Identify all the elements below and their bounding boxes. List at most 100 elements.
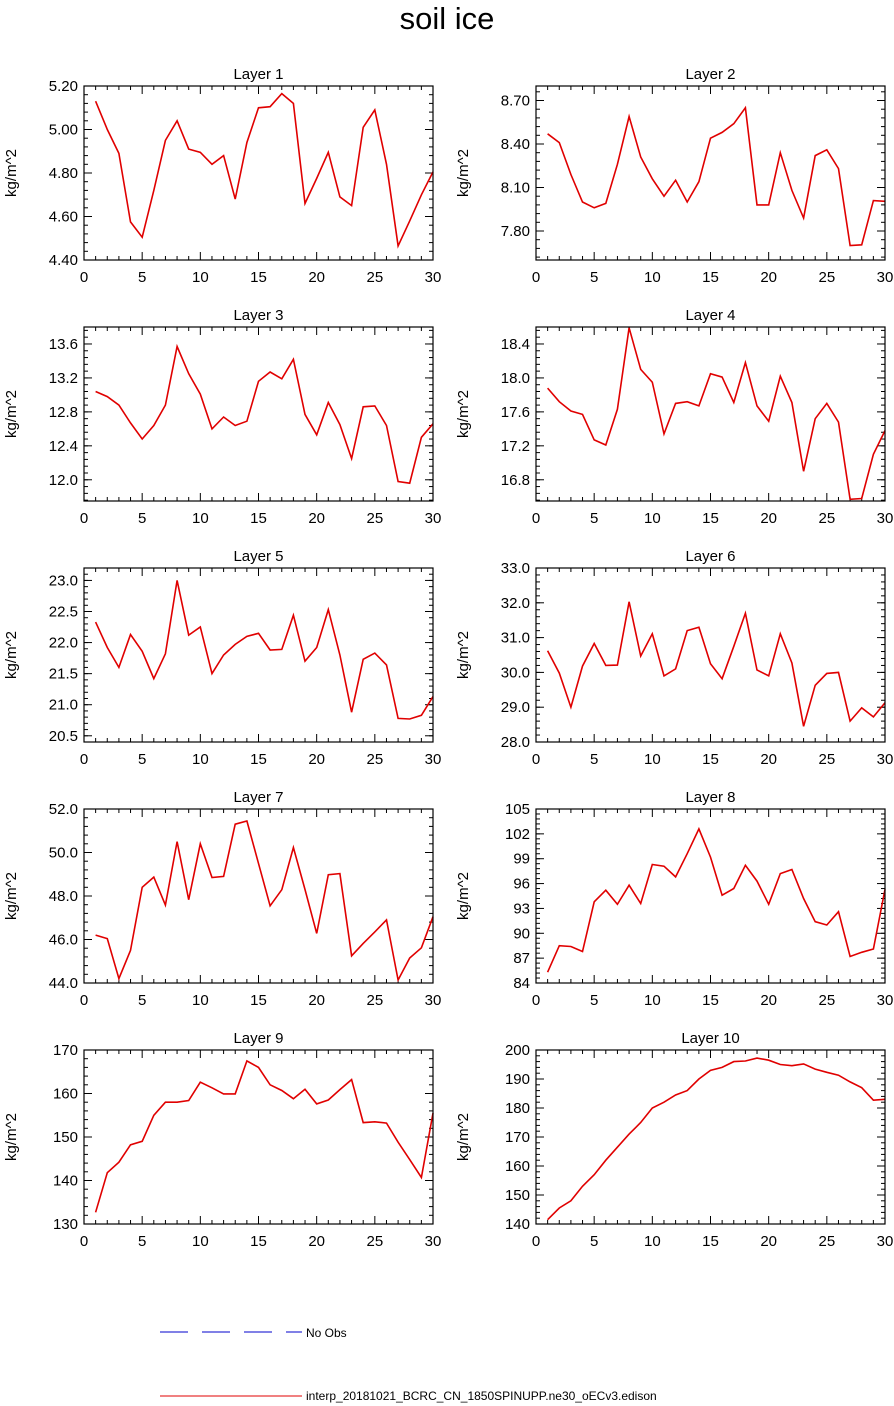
panel-title: Layer 8 bbox=[685, 789, 735, 806]
x-tick-label: 20 bbox=[760, 1233, 777, 1250]
y-axis-label: kg/m^2 bbox=[455, 390, 472, 438]
y-tick-label: 5.00 bbox=[49, 122, 78, 139]
y-tick-label: 7.80 bbox=[501, 223, 530, 240]
y-tick-label: 30.0 bbox=[501, 664, 530, 681]
y-tick-label: 170 bbox=[53, 1042, 78, 1059]
y-tick-label: 8.10 bbox=[501, 180, 530, 197]
x-tick-label: 5 bbox=[590, 751, 598, 768]
x-tick-label: 0 bbox=[80, 510, 88, 527]
x-tick-label: 20 bbox=[308, 751, 325, 768]
y-tick-label: 8.40 bbox=[501, 136, 530, 153]
y-tick-label: 48.0 bbox=[49, 888, 78, 905]
y-tick-label: 150 bbox=[505, 1187, 530, 1204]
x-tick-label: 15 bbox=[250, 1233, 267, 1250]
series-line bbox=[546, 327, 886, 501]
y-tick-label: 180 bbox=[505, 1100, 530, 1117]
panel-title: Layer 7 bbox=[233, 789, 283, 806]
x-tick-label: 25 bbox=[366, 992, 383, 1009]
legend: No Obs interp_20181021_BCRC_CN_1850SPINU… bbox=[160, 1326, 657, 1403]
series-line bbox=[95, 820, 434, 983]
x-tick-label: 0 bbox=[532, 510, 540, 527]
x-tick-label: 30 bbox=[877, 269, 894, 286]
y-axis-label: kg/m^2 bbox=[455, 149, 472, 197]
y-tick-label: 5.20 bbox=[49, 78, 78, 95]
x-tick-label: 15 bbox=[702, 510, 719, 527]
x-tick-label: 25 bbox=[366, 510, 383, 527]
y-axis-label: kg/m^2 bbox=[455, 872, 472, 920]
series-line bbox=[547, 105, 886, 247]
x-tick-label: 0 bbox=[80, 269, 88, 286]
y-tick-label: 12.8 bbox=[49, 404, 78, 421]
panel-layer-6: Layer 6 kg/m^2 0 5 10 15 20 25 30 28.0 29.0 30.0 31.… bbox=[455, 548, 893, 768]
x-tick-label: 5 bbox=[138, 1233, 146, 1250]
x-tick-label: 5 bbox=[590, 1233, 598, 1250]
y-tick-label: 16.8 bbox=[501, 472, 530, 489]
x-tick-label: 5 bbox=[590, 992, 598, 1009]
x-tick-label: 0 bbox=[532, 269, 540, 286]
x-tick-label: 15 bbox=[702, 751, 719, 768]
x-tick-label: 20 bbox=[760, 510, 777, 527]
x-tick-label: 30 bbox=[425, 269, 442, 286]
x-tick-label: 10 bbox=[192, 992, 209, 1009]
y-tick-label: 87 bbox=[513, 950, 530, 967]
plot-frame bbox=[535, 808, 886, 984]
panel-title: Layer 6 bbox=[685, 548, 735, 565]
y-tick-label: 190 bbox=[505, 1071, 530, 1088]
x-tick-label: 25 bbox=[366, 1233, 383, 1250]
panel-title: Layer 5 bbox=[233, 548, 283, 565]
series-line bbox=[94, 580, 434, 720]
legend-model-label: interp_20181021_BCRC_CN_1850SPINUPP.ne30… bbox=[306, 1389, 657, 1403]
x-tick-label: 25 bbox=[818, 751, 835, 768]
x-tick-label: 15 bbox=[250, 510, 267, 527]
y-tick-label: 105 bbox=[505, 801, 530, 818]
y-tick-label: 8.70 bbox=[501, 93, 530, 110]
y-tick-label: 17.2 bbox=[501, 438, 530, 455]
x-tick-label: 10 bbox=[192, 1233, 209, 1250]
y-tick-label: 13.2 bbox=[49, 370, 78, 387]
y-axis-label: kg/m^2 bbox=[455, 631, 472, 679]
x-tick-label: 15 bbox=[250, 751, 267, 768]
y-tick-label: 22.0 bbox=[49, 635, 78, 652]
y-tick-label: 4.60 bbox=[49, 209, 78, 226]
y-axis-label: kg/m^2 bbox=[3, 1113, 20, 1161]
y-tick-label: 52.0 bbox=[49, 801, 78, 818]
x-tick-label: 0 bbox=[532, 1233, 540, 1250]
y-tick-label: 96 bbox=[513, 876, 530, 893]
y-tick-label: 29.0 bbox=[501, 699, 530, 716]
panel-layer-8: Layer 8 kg/m^2 0 5 10 15 20 25 30 84 87 90 93 96 99 102… bbox=[455, 789, 893, 1009]
panel-title: Layer 2 bbox=[685, 66, 735, 83]
x-tick-label: 5 bbox=[590, 510, 598, 527]
panel-layer-5: Layer 5 kg/m^2 0 5 10 15 20 25 30 20.5 21.0 21.5 22.… bbox=[3, 548, 441, 768]
x-tick-label: 5 bbox=[590, 269, 598, 286]
y-tick-label: 31.0 bbox=[501, 630, 530, 647]
x-tick-label: 25 bbox=[366, 269, 383, 286]
x-tick-label: 20 bbox=[760, 269, 777, 286]
y-tick-label: 12.4 bbox=[49, 438, 78, 455]
x-tick-label: 20 bbox=[308, 510, 325, 527]
x-tick-label: 20 bbox=[760, 751, 777, 768]
y-tick-label: 130 bbox=[53, 1216, 78, 1233]
series-line bbox=[95, 343, 434, 485]
x-tick-label: 0 bbox=[532, 751, 540, 768]
panel-title: Layer 10 bbox=[681, 1030, 739, 1047]
x-tick-label: 20 bbox=[308, 269, 325, 286]
x-tick-label: 15 bbox=[702, 992, 719, 1009]
x-tick-label: 0 bbox=[80, 1233, 88, 1250]
x-tick-label: 10 bbox=[644, 992, 661, 1009]
y-axis-label: kg/m^2 bbox=[3, 390, 20, 438]
series-line bbox=[546, 601, 886, 727]
x-tick-label: 30 bbox=[425, 751, 442, 768]
y-tick-label: 4.40 bbox=[49, 252, 78, 269]
y-axis-label: kg/m^2 bbox=[455, 1113, 472, 1161]
x-tick-label: 30 bbox=[877, 510, 894, 527]
x-tick-label: 25 bbox=[818, 1233, 835, 1250]
y-tick-label: 150 bbox=[53, 1129, 78, 1146]
x-tick-label: 10 bbox=[192, 751, 209, 768]
y-tick-label: 33.0 bbox=[501, 560, 530, 577]
panels: Layer 1 kg/m^2 0 5 10 15 20 25 30 4.40 4.60 4.80 5.0… bbox=[3, 66, 893, 1250]
panel-layer-7: Layer 7 kg/m^2 0 5 10 15 20 25 30 44.0 46.0 48.0 50.… bbox=[3, 789, 441, 1009]
x-tick-label: 10 bbox=[644, 269, 661, 286]
y-tick-label: 160 bbox=[53, 1086, 78, 1103]
x-tick-label: 30 bbox=[877, 751, 894, 768]
y-tick-label: 102 bbox=[505, 826, 530, 843]
